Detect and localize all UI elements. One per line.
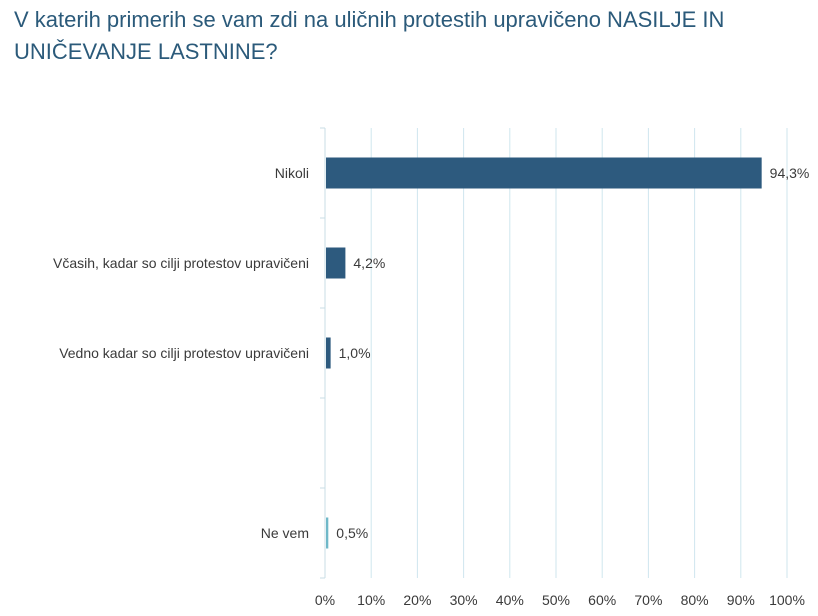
data-labels: 94,3% 4,2% 1,0% 0,5%	[336, 165, 809, 541]
tick-label: 90%	[727, 592, 755, 608]
tick-label: 70%	[634, 592, 662, 608]
category-labels: Nikoli Včasih, kadar so cilji protestov u…	[53, 165, 309, 541]
tick-label: 100%	[769, 592, 805, 608]
category-label: Ne vem	[261, 525, 309, 541]
category-label: Vedno kadar so cilji protestov upravičen…	[59, 345, 309, 361]
bars	[326, 157, 762, 549]
chart-title: V katerih primerih se vam zdi na uličnih…	[14, 7, 725, 64]
tick-label: 60%	[588, 592, 616, 608]
category-label: Nikoli	[275, 165, 309, 181]
category-label: Včasih, kadar so cilji protestov upravič…	[53, 255, 309, 271]
bar	[326, 337, 331, 369]
bar	[326, 517, 329, 549]
tick-label: 80%	[681, 592, 709, 608]
data-label: 0,5%	[336, 525, 368, 541]
tick-labels: 0% 10% 20% 30% 40% 50% 60% 70% 80% 90% 100%	[315, 592, 805, 608]
tick-label: 0%	[315, 592, 335, 608]
gridlines	[370, 128, 788, 578]
bar	[326, 247, 346, 279]
data-label: 94,3%	[770, 165, 810, 181]
tick-label: 20%	[403, 592, 431, 608]
tick-label: 30%	[450, 592, 478, 608]
category-axis	[320, 127, 326, 579]
data-label: 4,2%	[353, 255, 385, 271]
tick-label: 50%	[542, 592, 570, 608]
tick-label: 40%	[496, 592, 524, 608]
tick-label: 10%	[357, 592, 385, 608]
bar	[326, 157, 762, 189]
data-label: 1,0%	[339, 345, 371, 361]
